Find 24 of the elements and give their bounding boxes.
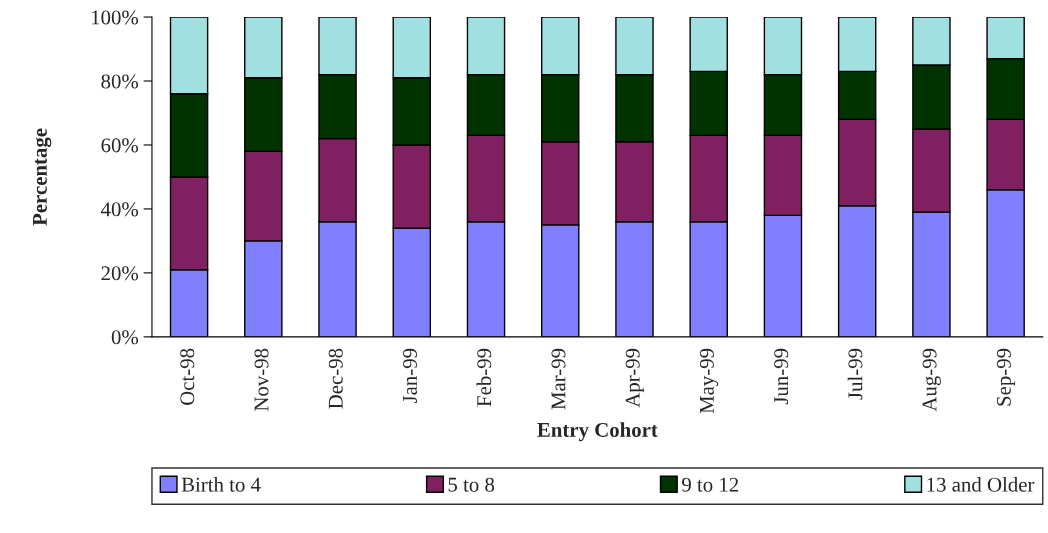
y-tick-label: 80% bbox=[101, 74, 139, 89]
x-tick-label: May-99 bbox=[699, 348, 719, 414]
y-tick-label: 100% bbox=[91, 10, 139, 25]
y-tick-label: 0% bbox=[111, 330, 139, 345]
y-tick-label: 60% bbox=[101, 138, 139, 153]
x-tick-label: Aug-99 bbox=[922, 348, 941, 412]
y-tick-label: 40% bbox=[100, 202, 139, 217]
x-tick-label: Dec-98 bbox=[328, 348, 343, 409]
x-tick-label: Jan-99 bbox=[402, 348, 417, 404]
x-axis-title: Entry Cohort bbox=[537, 422, 658, 442]
x-tick-label: Oct-98 bbox=[180, 348, 195, 405]
x-tick-label: Apr-99 bbox=[625, 348, 644, 408]
x-tick-label: Nov-98 bbox=[254, 348, 269, 412]
y-tick-label: 20% bbox=[101, 266, 139, 281]
legend-label: Birth to 4 bbox=[181, 477, 261, 492]
y-axis-title: Percentage bbox=[33, 128, 52, 226]
x-tick-label: Sep-99 bbox=[996, 348, 1016, 406]
x-tick-label: Jun-99 bbox=[774, 348, 789, 405]
x-tick-label: Mar-99 bbox=[551, 348, 566, 410]
legend-label: 9 to 12 bbox=[682, 477, 739, 492]
x-tick-label: Feb-99 bbox=[476, 348, 492, 407]
legend-label: 5 to 8 bbox=[448, 477, 495, 492]
x-tick-label: Jul-99 bbox=[847, 348, 863, 400]
legend-label: 13 and Older bbox=[927, 477, 1035, 492]
